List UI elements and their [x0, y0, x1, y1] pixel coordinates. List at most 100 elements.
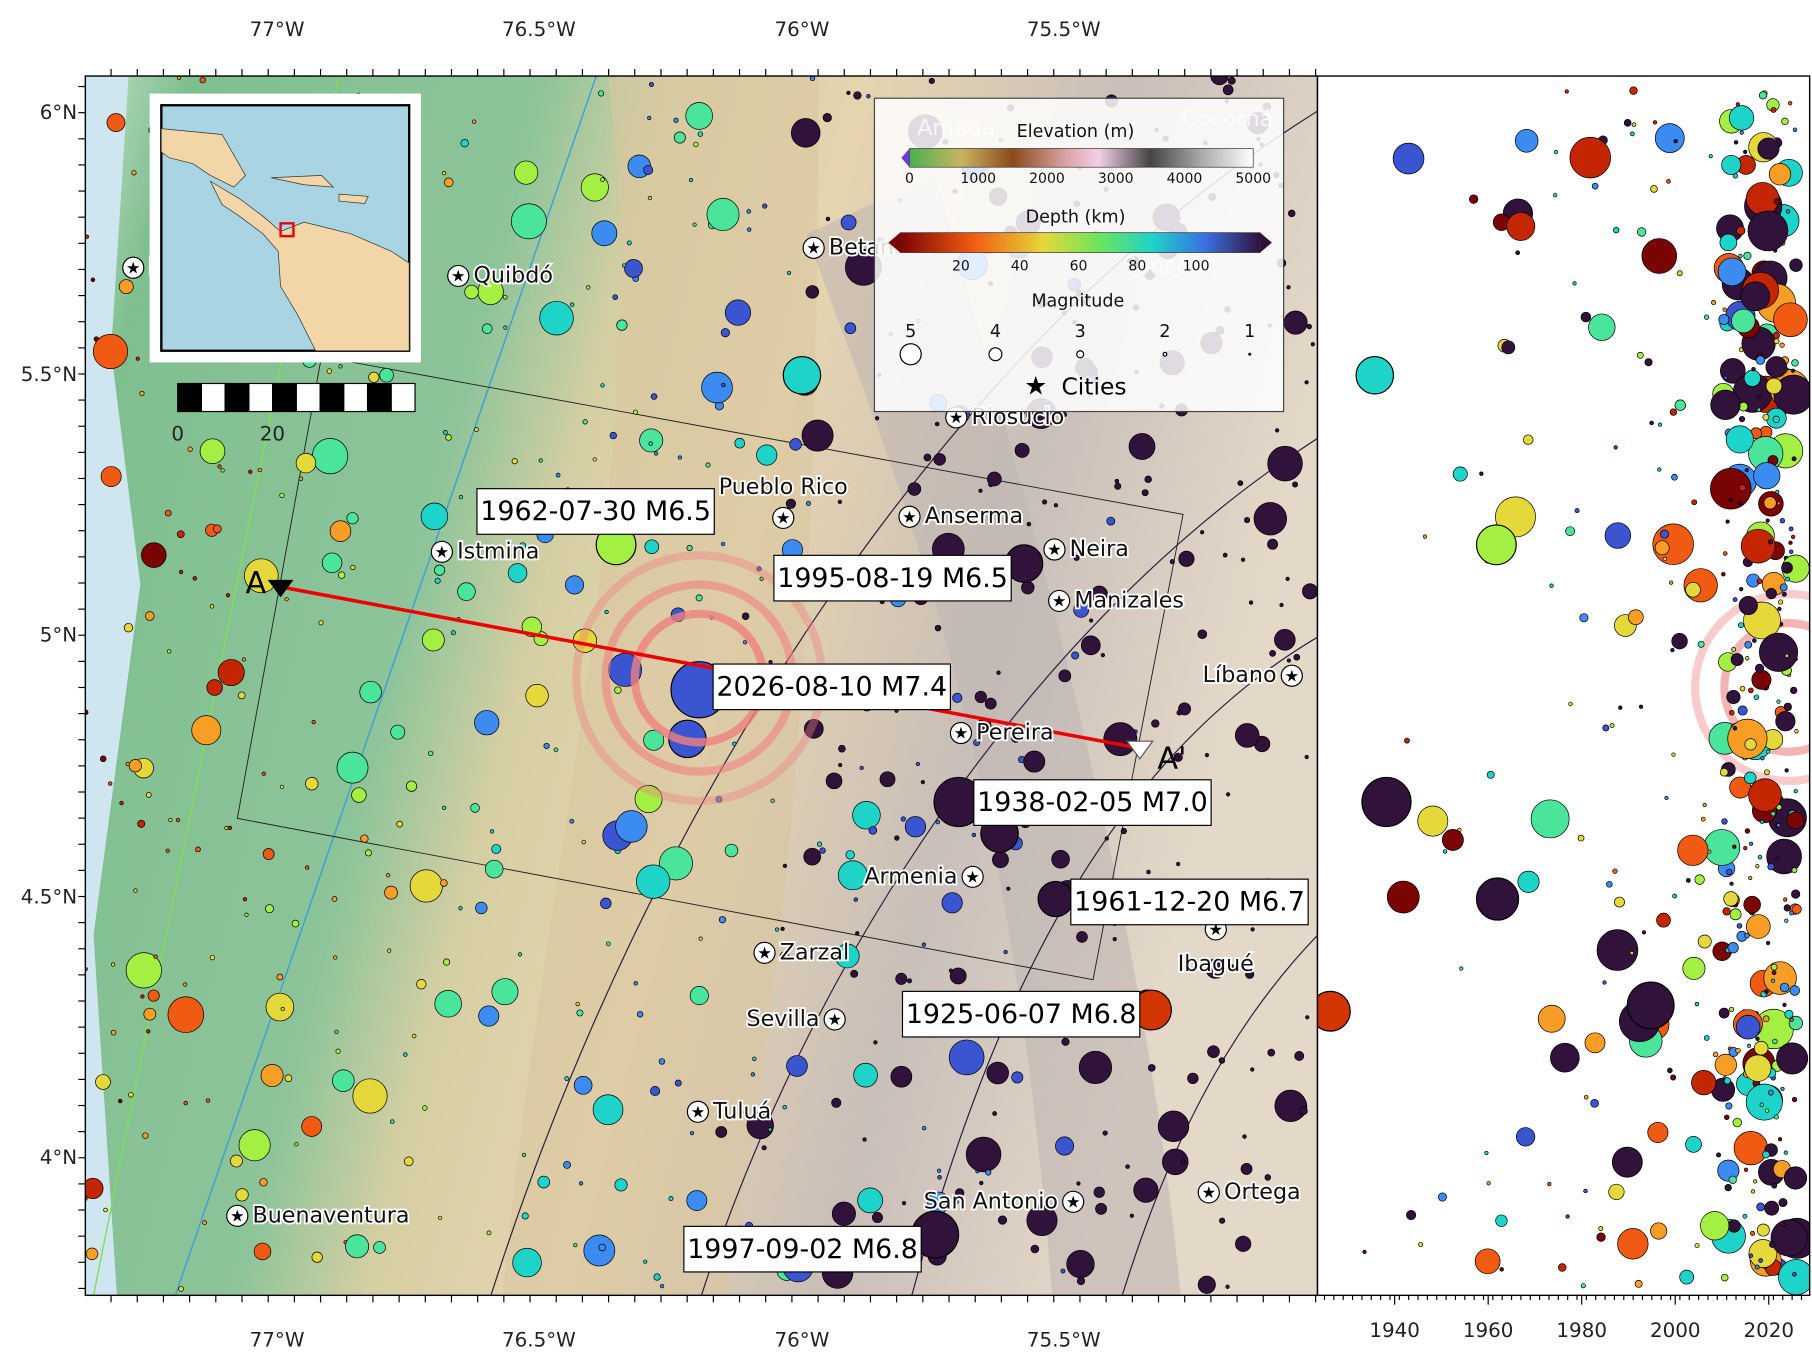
- quake: [673, 117, 679, 123]
- large-quake: [1355, 356, 1395, 395]
- quake: [543, 742, 550, 750]
- quake: [626, 240, 632, 246]
- quake: [1791, 889, 1801, 899]
- quake: [276, 973, 284, 981]
- city-star: ★: [1284, 666, 1299, 685]
- quake: [1630, 131, 1635, 137]
- quake: [624, 259, 643, 278]
- magnitude-symbol: [1248, 352, 1252, 356]
- quake: [99, 755, 107, 763]
- quake: [992, 1111, 997, 1116]
- quake: [831, 1097, 842, 1108]
- quake: [774, 927, 780, 932]
- quake: [1744, 932, 1750, 939]
- quake: [244, 912, 249, 917]
- quake: [1486, 1181, 1491, 1186]
- quake: [1789, 1017, 1794, 1022]
- quake: [1103, 722, 1138, 757]
- city-star: ★: [1201, 1183, 1216, 1202]
- magnitude-tick-label: 4: [990, 322, 1001, 342]
- quake: [1793, 788, 1798, 794]
- inset-land: [160, 128, 246, 188]
- quake: [217, 464, 222, 469]
- quake: [1245, 969, 1255, 979]
- quake: [1569, 136, 1611, 179]
- quake: [1780, 1086, 1785, 1092]
- quake: [1666, 179, 1671, 184]
- quake: [384, 885, 398, 900]
- quake: [1014, 442, 1030, 458]
- quake: [653, 1273, 661, 1281]
- quake: [1728, 1175, 1737, 1184]
- quake: [1670, 1074, 1677, 1081]
- lon-tick-label-bottom: 75.5°W: [1027, 1328, 1101, 1351]
- quake: [1724, 1114, 1730, 1121]
- quake: [688, 178, 694, 183]
- quake: [437, 1215, 443, 1221]
- quake: [1591, 182, 1599, 190]
- quake: [85, 1177, 104, 1200]
- quake: [1716, 1152, 1722, 1158]
- quake: [1269, 649, 1276, 657]
- quake: [1417, 805, 1449, 837]
- quake: [123, 622, 134, 633]
- city-marker: [1062, 1190, 1085, 1213]
- quake: [464, 284, 479, 300]
- quake: [298, 476, 304, 482]
- quake: [167, 996, 205, 1033]
- quake: [1775, 489, 1780, 495]
- quake: [209, 954, 215, 961]
- quake: [331, 896, 338, 902]
- quake: [291, 919, 300, 928]
- quake: [502, 294, 508, 300]
- magnitude-tick-label: 1: [1244, 322, 1255, 342]
- quake: [650, 1086, 661, 1097]
- quake: [564, 575, 585, 595]
- city-label: Armenia: [864, 863, 957, 889]
- quake: [1694, 1243, 1700, 1249]
- quake: [1641, 238, 1678, 274]
- quake: [1739, 685, 1746, 692]
- quake: [248, 469, 253, 474]
- quake: [1495, 1214, 1508, 1227]
- quake: [600, 897, 612, 910]
- city-marker: [430, 540, 453, 563]
- quake: [1765, 588, 1777, 600]
- quake: [1710, 389, 1741, 420]
- quake: [1744, 468, 1749, 473]
- quake: [1791, 359, 1799, 367]
- quake: [785, 498, 796, 509]
- quake: [261, 771, 266, 776]
- quake: [1104, 836, 1109, 841]
- quake: [1729, 908, 1742, 921]
- city-star: ★: [902, 507, 917, 526]
- quake: [580, 173, 609, 202]
- quake: [834, 943, 860, 969]
- depth-extend-low: [888, 232, 901, 253]
- quake: [720, 541, 726, 547]
- quake: [386, 873, 391, 878]
- quake: [1728, 709, 1735, 716]
- quake: [92, 333, 129, 369]
- quake: [1090, 585, 1108, 603]
- quake: [1726, 868, 1733, 876]
- quake: [987, 471, 1002, 487]
- quake: [1789, 258, 1803, 272]
- quake: [1602, 980, 1607, 985]
- quake: [1304, 754, 1309, 760]
- quake: [1758, 632, 1799, 672]
- quake: [1060, 1268, 1066, 1274]
- quake: [1768, 163, 1792, 186]
- quake: [1547, 1181, 1552, 1187]
- event-labels: 1962-07-30 M6.5 1995-08-19 M6.5 2026-08-10…: [476, 488, 1309, 1273]
- quake: [1558, 1263, 1567, 1272]
- quake: [1753, 694, 1760, 700]
- quake: [1227, 76, 1236, 85]
- quake: [1073, 602, 1090, 618]
- quake: [458, 495, 463, 500]
- quake: [304, 865, 310, 870]
- quake: [1773, 374, 1810, 415]
- depth-extend-high: [1260, 232, 1272, 253]
- quake: [445, 434, 452, 441]
- quake: [1286, 658, 1291, 663]
